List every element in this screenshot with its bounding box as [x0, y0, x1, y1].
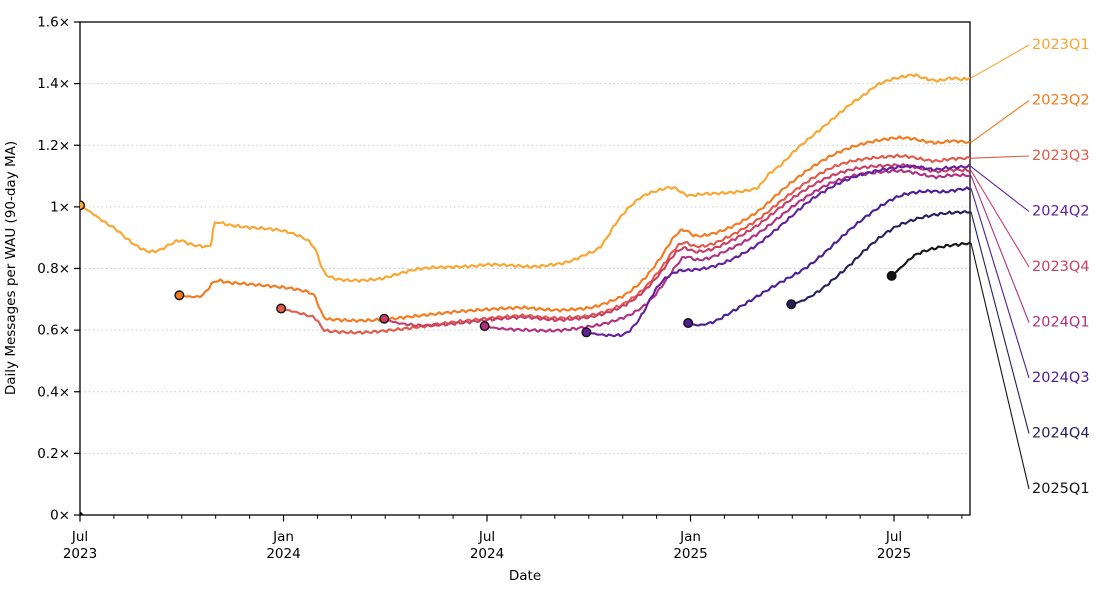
cohort-label-2024Q4: 2024Q4	[1032, 426, 1090, 442]
y-tick-label: 1.6×	[37, 15, 70, 31]
series-line-2023Q3	[280, 153, 970, 335]
x-tick-label-year: 2023	[63, 546, 97, 562]
axes-layer: 0×0.2×0.4×0.6×0.8×1×1.2×1.4×1.6×Jul2023J…	[37, 15, 971, 562]
y-tick-label: 1.4×	[37, 76, 70, 92]
origin-marker	[80, 512, 83, 515]
cohort-label-2024Q3: 2024Q3	[1032, 370, 1090, 386]
leader-line-2024Q4	[970, 211, 1030, 434]
series-line-2023Q1	[80, 73, 970, 283]
cohort-label-2023Q1: 2023Q1	[1032, 37, 1090, 53]
series-start-marker-2024Q3	[683, 318, 694, 329]
x-tick-label-month: Jul	[885, 529, 902, 545]
cohort-label-2024Q1: 2024Q1	[1032, 315, 1090, 331]
y-tick-label: 1×	[50, 199, 70, 215]
series-start-marker-2024Q1	[479, 321, 490, 332]
series-start-marker-2025Q1	[886, 270, 897, 281]
series-layer	[80, 73, 970, 515]
series-start-marker-2023Q4	[379, 313, 390, 324]
cohort-label-2024Q2: 2024Q2	[1032, 204, 1090, 220]
x-tick-label-year: 2025	[673, 546, 707, 562]
y-tick-label: 0×	[50, 508, 70, 524]
series-line-2024Q4	[790, 210, 970, 306]
x-tick-label-year: 2024	[470, 546, 504, 562]
series-line-2023Q4	[383, 163, 970, 328]
series-line-2024Q2	[585, 164, 970, 338]
series-line-2023Q2	[178, 135, 970, 323]
leader-line-2025Q1	[970, 242, 1030, 490]
cohort-label-2023Q4: 2023Q4	[1032, 259, 1090, 275]
leader-line-2024Q3	[970, 188, 1030, 379]
x-tick-label-month: Jan	[679, 529, 701, 545]
gridlines-layer	[80, 83, 970, 454]
y-axis-title: Daily Messages per WAU (90-day MA)	[3, 141, 19, 395]
cohort-label-2023Q2: 2023Q2	[1032, 93, 1090, 109]
y-tick-label: 0.8×	[37, 261, 70, 277]
series-start-marker-2024Q4	[786, 299, 797, 310]
series-start-marker-2023Q3	[276, 303, 287, 314]
series-start-marker-2024Q2	[581, 327, 592, 338]
cohort-label-2023Q3: 2023Q3	[1032, 148, 1090, 164]
x-tick-label-year: 2025	[877, 546, 911, 562]
series-line-2024Q3	[687, 186, 970, 327]
leader-line-2024Q1	[970, 175, 1030, 323]
series-line-2025Q1	[890, 241, 970, 277]
y-tick-label: 0.4×	[37, 384, 70, 400]
leader-line-2023Q4	[970, 170, 1030, 268]
series-start-marker-2023Q1	[80, 200, 85, 211]
x-tick-label-month: Jan	[272, 529, 294, 545]
y-tick-label: 0.2×	[37, 446, 70, 462]
series-start-marker-2023Q2	[174, 290, 185, 301]
annotations-layer: 2023Q1 2023Q2 2023Q3 2024Q2 2023Q4 2024Q1 2024…	[970, 37, 1090, 497]
x-tick-label-month: Jul	[478, 529, 495, 545]
leader-line-2023Q1	[970, 44, 1030, 79]
x-axis-title: Date	[509, 568, 541, 584]
x-tick-label-month: Jul	[71, 529, 88, 545]
y-tick-label: 1.2×	[37, 138, 70, 154]
cohort-label-2025Q1: 2025Q1	[1032, 481, 1090, 497]
leader-line-2023Q2	[970, 100, 1030, 143]
leader-line-2024Q2	[970, 166, 1030, 212]
x-tick-label-year: 2024	[266, 546, 300, 562]
leader-line-2023Q3	[970, 155, 1030, 159]
y-tick-label: 0.6×	[37, 323, 70, 339]
